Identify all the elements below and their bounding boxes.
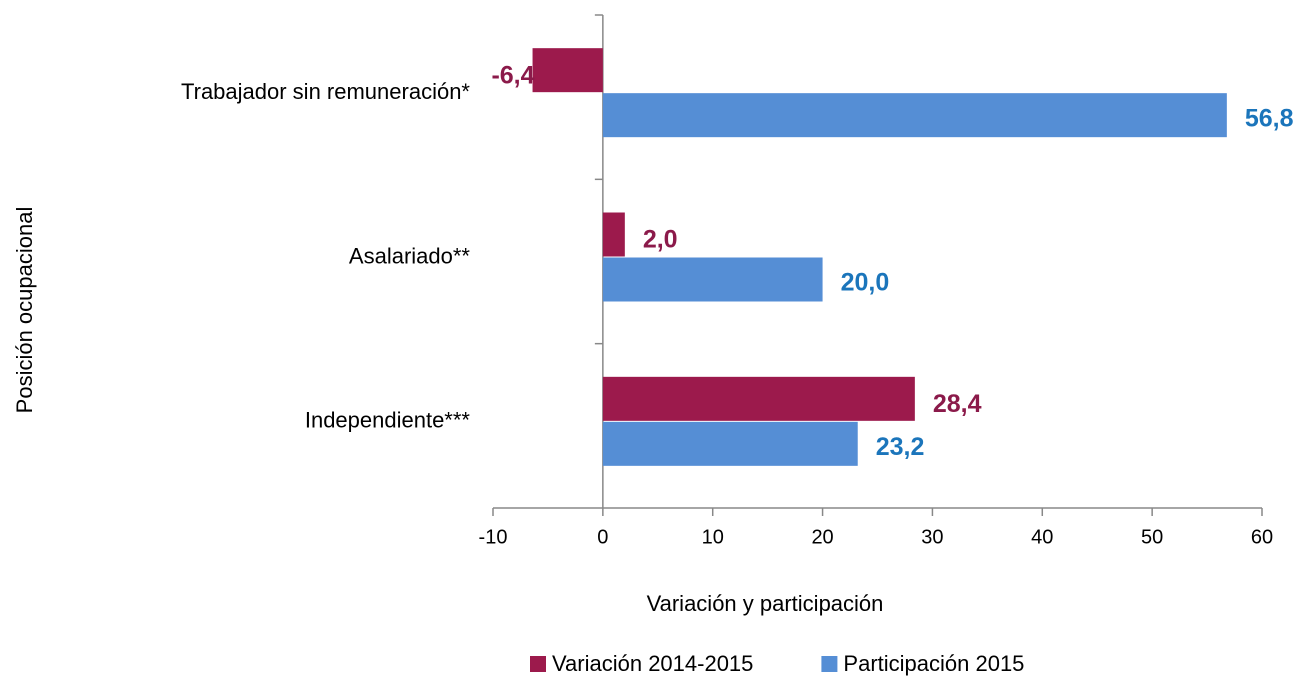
- bar: [532, 48, 603, 93]
- bar: [602, 212, 625, 257]
- x-tick-label: -10: [479, 526, 508, 548]
- value-label: -6,4: [491, 61, 534, 89]
- x-tick-label: 30: [921, 526, 943, 548]
- value-label: 28,4: [933, 390, 982, 418]
- y-axis-title: Posición ocupacional: [12, 207, 37, 414]
- legend-swatch: [530, 656, 546, 672]
- value-label: 23,2: [876, 433, 925, 461]
- x-tick-label: 10: [702, 526, 724, 548]
- y-tick-label: Independiente***: [305, 408, 471, 433]
- value-label: 20,0: [841, 269, 890, 297]
- legend-label: Variación 2014-2015: [552, 651, 753, 676]
- value-label: 2,0: [643, 226, 678, 254]
- x-tick-label: 40: [1031, 526, 1053, 548]
- x-tick-label: 0: [597, 526, 608, 548]
- y-tick-label: Asalariado**: [349, 243, 471, 268]
- legend-label: Participación 2015: [843, 651, 1024, 676]
- value-label: 56,8: [1245, 104, 1294, 132]
- x-tick-label: 50: [1141, 526, 1163, 548]
- x-tick-label: 20: [811, 526, 833, 548]
- bar: [602, 376, 915, 421]
- bar: [602, 421, 858, 466]
- y-tick-label: Trabajador sin remuneración*: [181, 79, 470, 104]
- x-tick-label: 60: [1251, 526, 1273, 548]
- x-axis-title: Variación y participación: [647, 591, 884, 616]
- bar: [602, 93, 1227, 138]
- legend-swatch: [821, 656, 838, 672]
- bar: [602, 257, 823, 302]
